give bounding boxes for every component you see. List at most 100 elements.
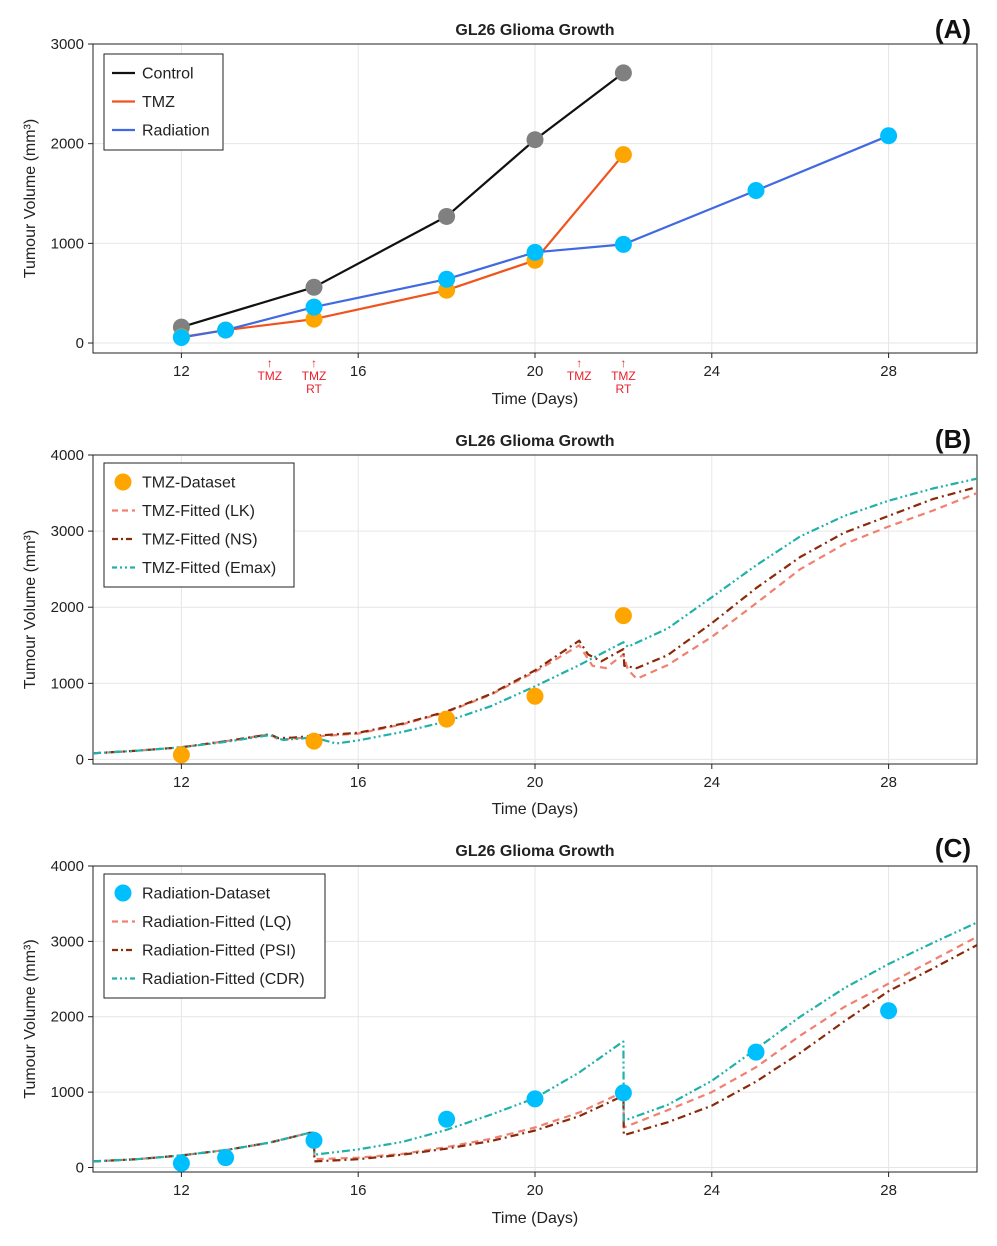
legend-label: TMZ-Dataset [142, 475, 236, 492]
legend-label: Radiation-Fitted (LQ) [142, 914, 291, 931]
chart-title: GL26 Glioma Growth [455, 433, 614, 450]
data-point [172, 329, 190, 347]
y-tick-label: 2000 [51, 599, 84, 616]
x-tick-label: 16 [350, 774, 367, 791]
chart-panel-A: 12 16 20 24 28 0 1000 2000 3000 GL26 Glioma Growt… [22, 14, 978, 408]
data-point [438, 1110, 456, 1128]
x-tick-label: 16 [350, 363, 367, 380]
data-point [172, 746, 190, 764]
legend-label: TMZ-Fitted (Emax) [142, 560, 276, 577]
y-tick-label: 1000 [51, 1084, 84, 1101]
panel-label: (B) [935, 424, 971, 454]
y-tick-label: 0 [76, 1159, 84, 1176]
y-tick-label: 1000 [51, 235, 84, 252]
data-point [217, 321, 235, 339]
treatment-annotation: TMZ [257, 369, 282, 383]
series-line-radiation-fitted-psi [93, 944, 977, 1163]
series-line-radiation [181, 134, 890, 339]
y-tick-label: 3000 [51, 523, 84, 540]
chart-panel-B: 12 16 20 24 28 0 1000 2000 3000 4000 GL26 Glioma G… [22, 424, 978, 818]
legend-label: Radiation-Dataset [142, 886, 271, 903]
x-tick-label: 28 [880, 774, 897, 791]
y-tick-label: 2000 [51, 1009, 84, 1026]
data-point [438, 710, 456, 728]
y-axis-label: Tumour Volume (mm³) [22, 119, 39, 278]
legend-label: Control [142, 66, 194, 83]
x-tick-label: 12 [173, 363, 190, 380]
legend-label: Radiation-Fitted (PSI) [142, 943, 296, 960]
data-point [614, 1084, 632, 1102]
legend-marker [114, 473, 132, 491]
treatment-annotation: TMZ [611, 369, 636, 383]
plot-area [93, 921, 977, 1172]
y-tick-label: 0 [76, 751, 84, 768]
legend-box [103, 462, 295, 588]
x-tick-label: 20 [527, 774, 544, 791]
legend: Control TMZ Radiation [103, 53, 224, 151]
x-tick-label: 20 [527, 363, 544, 380]
y-axis-label: Tumour Volume (mm³) [22, 939, 39, 1098]
data-point [438, 270, 456, 288]
panel-label: (A) [935, 14, 971, 44]
data-point [880, 1002, 898, 1020]
y-axis-label: Tumour Volume (mm³) [22, 530, 39, 689]
x-tick-label: 24 [703, 774, 720, 791]
x-tick-label: 28 [880, 1182, 897, 1199]
y-tick-label: 3000 [51, 36, 84, 53]
legend-label: TMZ-Fitted (NS) [142, 532, 258, 549]
x-tick-label: 12 [173, 774, 190, 791]
data-point [614, 146, 632, 164]
legend-marker [114, 884, 132, 902]
treatment-annotation: TMZ [302, 369, 327, 383]
treatment-annotation: ↑ [267, 356, 273, 370]
y-tick-label: 1000 [51, 675, 84, 692]
x-axis-label: Time (Days) [492, 391, 579, 408]
data-point [526, 243, 544, 261]
data-point [305, 310, 323, 328]
x-axis-label: Time (Days) [492, 801, 579, 818]
data-point [305, 278, 323, 296]
data-point [172, 1154, 190, 1172]
y-tick-label: 3000 [51, 933, 84, 950]
treatment-annotation: RT [616, 382, 632, 396]
x-tick-label: 20 [527, 1182, 544, 1199]
data-point [305, 298, 323, 316]
x-tick-label: 16 [350, 1182, 367, 1199]
y-tick-label: 4000 [51, 858, 84, 875]
x-tick-label: 12 [173, 1182, 190, 1199]
legend: Radiation-Dataset Radiation-Fitted (LQ) Ra… [103, 873, 326, 999]
series-line-tmz [181, 153, 625, 339]
y-tick-label: 4000 [51, 447, 84, 464]
data-point [305, 1131, 323, 1149]
legend-box [103, 873, 326, 999]
treatment-annotation: RT [306, 382, 322, 396]
chart-title: GL26 Glioma Growth [455, 843, 614, 860]
data-point [526, 131, 544, 149]
chart-title: GL26 Glioma Growth [455, 22, 614, 39]
treatment-annotation: TMZ [567, 369, 592, 383]
data-point [614, 607, 632, 625]
data-point [614, 235, 632, 253]
legend-label: Radiation-Fitted (CDR) [142, 971, 305, 988]
data-point [438, 207, 456, 225]
data-point [747, 1043, 765, 1061]
series-line-radiation-fitted-lq [93, 935, 977, 1163]
chart-panel-C: 12 16 20 24 28 0 1000 2000 3000 4000 GL26 Glioma G… [22, 833, 978, 1227]
data-point [614, 64, 632, 82]
data-point [305, 732, 323, 750]
series-line-tmz-fitted-emax [93, 477, 977, 755]
panel-label: (C) [935, 833, 971, 863]
x-tick-label: 24 [703, 363, 720, 380]
data-point [526, 687, 544, 705]
x-tick-label: 24 [703, 1182, 720, 1199]
data-point [526, 1090, 544, 1108]
plot-area [172, 64, 898, 347]
data-point [747, 182, 765, 200]
data-point [217, 1149, 235, 1167]
x-axis-label: Time (Days) [492, 1210, 579, 1227]
x-tick-label: 28 [880, 363, 897, 380]
treatment-annotation: ↑ [576, 356, 582, 370]
legend-label: TMZ-Fitted (LK) [142, 503, 255, 520]
y-tick-label: 0 [76, 335, 84, 352]
